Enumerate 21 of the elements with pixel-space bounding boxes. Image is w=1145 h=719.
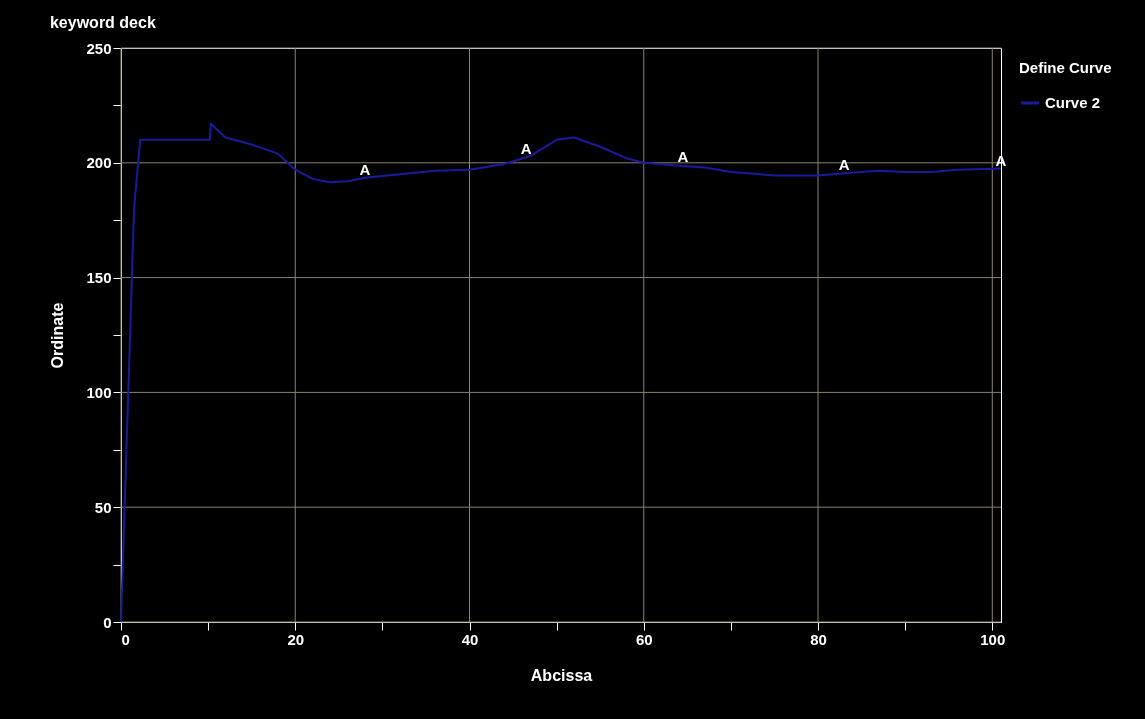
x-tick-label: 60: [635, 630, 653, 648]
x-tick-label: 20: [287, 630, 305, 648]
x-tick-label: 0: [121, 630, 130, 648]
y-tick-label: 50: [94, 498, 112, 516]
legend-label: Curve 2: [1045, 94, 1101, 111]
y-axis-title: Ordinate: [49, 302, 67, 369]
y-tick-label: 0: [103, 613, 112, 631]
annotation: A: [520, 140, 532, 158]
y-tick-label: 150: [86, 269, 112, 287]
x-axis-title: Abcissa: [530, 666, 593, 684]
annotation: A: [359, 160, 371, 178]
x-tick-label: 40: [461, 630, 479, 648]
chart-title: keyword deck: [49, 14, 156, 31]
x-tick-label: 100: [980, 630, 1006, 648]
annotation: A: [838, 156, 850, 174]
y-tick-label: 100: [86, 383, 112, 401]
annotation: A: [677, 148, 689, 166]
y-tick-label: 250: [86, 39, 112, 57]
legend-title: Define Curve: [1019, 59, 1112, 76]
x-tick-label: 80: [810, 630, 827, 648]
y-tick-label: 200: [86, 154, 112, 172]
